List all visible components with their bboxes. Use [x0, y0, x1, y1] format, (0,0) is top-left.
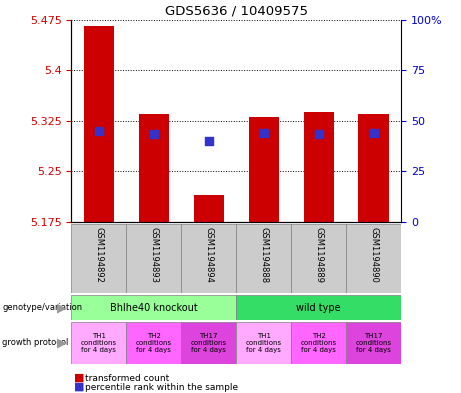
Bar — [236, 322, 291, 364]
Bar — [236, 295, 401, 320]
Bar — [236, 224, 291, 293]
Text: ■: ■ — [74, 373, 84, 383]
Bar — [71, 295, 236, 320]
Text: GSM1194889: GSM1194889 — [314, 228, 323, 283]
Bar — [181, 224, 236, 293]
Bar — [181, 322, 236, 364]
Bar — [194, 195, 224, 222]
Text: ▶: ▶ — [57, 336, 67, 349]
Text: TH2
conditions
for 4 days: TH2 conditions for 4 days — [301, 333, 337, 353]
Bar — [71, 322, 126, 364]
Text: transformed count: transformed count — [85, 374, 170, 382]
Text: GSM1194892: GSM1194892 — [95, 228, 103, 283]
Bar — [139, 114, 169, 222]
Text: TH17
conditions
for 4 days: TH17 conditions for 4 days — [355, 333, 392, 353]
Text: GSM1194888: GSM1194888 — [259, 228, 268, 284]
Point — [205, 138, 213, 144]
Text: GSM1194890: GSM1194890 — [369, 228, 378, 283]
Point — [370, 130, 377, 136]
Text: TH1
conditions
for 4 days: TH1 conditions for 4 days — [81, 333, 117, 353]
Bar — [126, 322, 181, 364]
Title: GDS5636 / 10409575: GDS5636 / 10409575 — [165, 4, 308, 17]
Point — [260, 130, 267, 136]
Text: growth protocol: growth protocol — [2, 338, 69, 347]
Point — [315, 130, 322, 137]
Bar — [346, 224, 401, 293]
Text: TH17
conditions
for 4 days: TH17 conditions for 4 days — [191, 333, 227, 353]
Text: TH2
conditions
for 4 days: TH2 conditions for 4 days — [136, 333, 172, 353]
Bar — [291, 322, 346, 364]
Bar — [126, 224, 181, 293]
Bar — [71, 224, 126, 293]
Text: Bhlhe40 knockout: Bhlhe40 knockout — [110, 303, 198, 312]
Bar — [291, 224, 346, 293]
Point — [150, 131, 158, 138]
Text: ■: ■ — [74, 382, 84, 392]
Text: TH1
conditions
for 4 days: TH1 conditions for 4 days — [246, 333, 282, 353]
Text: GSM1194893: GSM1194893 — [149, 228, 159, 283]
Text: ▶: ▶ — [57, 301, 67, 314]
Bar — [248, 118, 279, 222]
Bar — [84, 26, 114, 222]
Point — [95, 128, 103, 134]
Bar — [346, 322, 401, 364]
Text: GSM1194894: GSM1194894 — [204, 228, 213, 283]
Text: wild type: wild type — [296, 303, 341, 312]
Bar — [359, 114, 389, 222]
Text: genotype/variation: genotype/variation — [2, 303, 83, 312]
Text: percentile rank within the sample: percentile rank within the sample — [85, 383, 238, 391]
Bar — [303, 112, 334, 222]
